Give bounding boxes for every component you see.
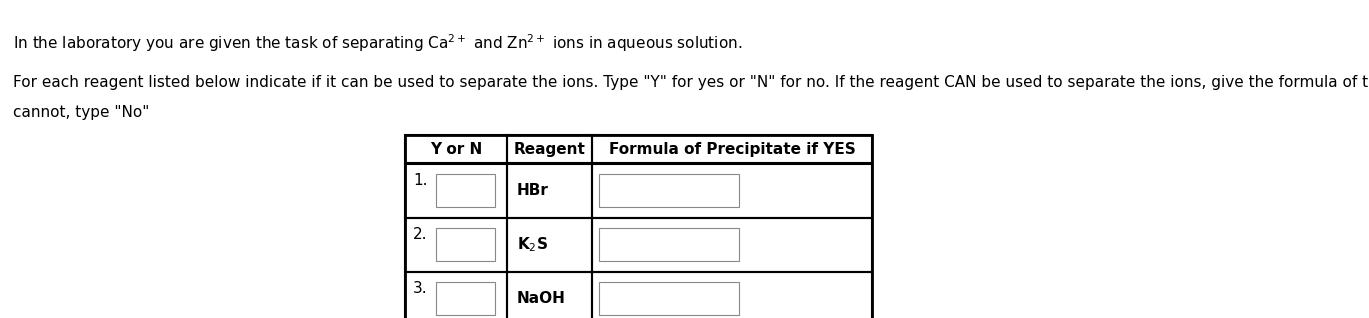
Text: cannot, type "No": cannot, type "No" xyxy=(12,105,149,120)
Bar xyxy=(405,163,507,218)
Text: K$_2$S: K$_2$S xyxy=(517,235,548,254)
Bar xyxy=(600,282,739,315)
Bar xyxy=(600,228,739,261)
Bar xyxy=(435,228,494,261)
Text: Formula of Precipitate if YES: Formula of Precipitate if YES xyxy=(609,142,856,157)
Text: HBr: HBr xyxy=(517,183,549,198)
Bar xyxy=(435,174,494,207)
Text: NaOH: NaOH xyxy=(517,291,565,306)
Text: 3.: 3. xyxy=(413,281,427,296)
Text: For each reagent listed below indicate if it can be used to separate the ions. T: For each reagent listed below indicate i… xyxy=(12,75,1369,90)
Text: Y or N: Y or N xyxy=(430,142,482,157)
Bar xyxy=(507,272,591,318)
Text: In the laboratory you are given the task of separating Ca$^{2+}$ and Zn$^{2+}$ i: In the laboratory you are given the task… xyxy=(12,32,742,54)
Text: Reagent: Reagent xyxy=(513,142,586,157)
Text: 2.: 2. xyxy=(413,227,427,242)
Bar xyxy=(591,163,872,218)
Bar xyxy=(405,272,507,318)
Bar xyxy=(591,135,872,163)
Bar xyxy=(507,163,591,218)
Bar xyxy=(507,135,591,163)
Bar xyxy=(507,218,591,272)
Bar xyxy=(591,272,872,318)
Text: 1.: 1. xyxy=(413,173,427,188)
Bar xyxy=(405,218,507,272)
Bar xyxy=(405,135,507,163)
Bar xyxy=(435,282,494,315)
Bar xyxy=(405,135,872,318)
Bar xyxy=(600,174,739,207)
Bar xyxy=(591,218,872,272)
